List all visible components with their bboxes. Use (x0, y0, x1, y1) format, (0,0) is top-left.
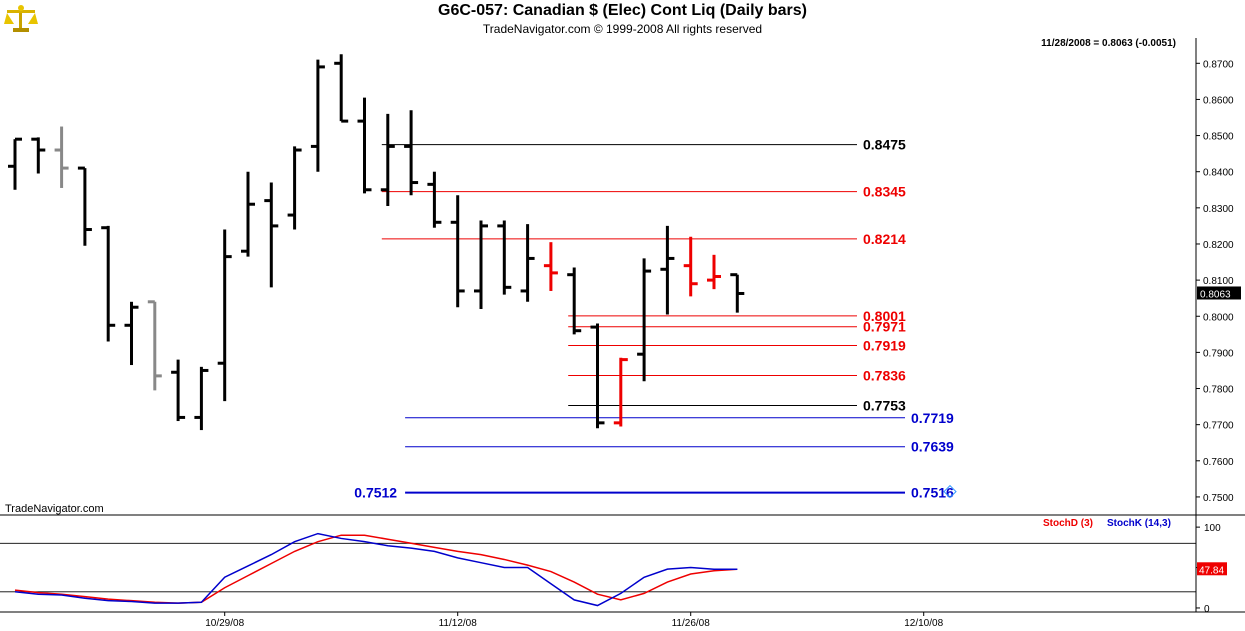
ohlc-bar (637, 258, 652, 382)
ohlc-bar (310, 59, 325, 172)
x-tick-label: 11/12/08 (439, 618, 478, 629)
ohlc-bar (520, 224, 535, 302)
level-label: 0.7836 (863, 368, 906, 384)
x-tick-label: 11/26/08 (672, 618, 711, 629)
y-tick-label: 0.8400 (1203, 168, 1234, 179)
indicator-y-label: 0 (1204, 604, 1210, 615)
last-price-label: 0.8063 (1200, 289, 1231, 300)
level-label: 0.7639 (911, 439, 954, 455)
diamond-marker-icon (943, 484, 957, 499)
ohlc-bar (334, 54, 349, 123)
ohlc-bar (427, 171, 442, 228)
stoch-d-legend: StochD (3) (1043, 518, 1093, 529)
level-left-label: 0.7512 (354, 485, 397, 501)
y-tick-label: 0.7800 (1203, 385, 1234, 396)
ohlc-bar (497, 220, 512, 295)
y-tick-label: 0.7600 (1203, 457, 1234, 468)
ohlc-bar (31, 137, 46, 174)
ohlc-bar (730, 273, 745, 313)
level-label: 0.7516 (911, 485, 954, 501)
ohlc-bar (683, 236, 698, 297)
y-tick-label: 0.8300 (1203, 204, 1234, 215)
y-tick-label: 0.8100 (1203, 276, 1234, 287)
ohlc-bar (217, 229, 232, 402)
y-tick-label: 0.8500 (1203, 132, 1234, 143)
ohlc-bar (380, 113, 395, 207)
indicator-value-tag (1197, 562, 1227, 576)
stoch-series-line (14, 534, 738, 604)
ohlc-bar (613, 357, 628, 427)
y-tick-label: 0.8000 (1203, 312, 1234, 323)
ohlc-bar (567, 267, 582, 335)
ohlc-bar (194, 366, 209, 431)
ohlc-bar (147, 300, 162, 391)
stoch-k-legend: StochK (14,3) (1107, 518, 1171, 529)
level-label: 0.8001 (863, 308, 906, 324)
ohlc-bar (474, 220, 488, 310)
ohlc-bar (124, 301, 139, 366)
ohlc-bar (264, 182, 279, 288)
level-label: 0.7719 (911, 410, 954, 426)
ohlc-bar (404, 110, 419, 196)
indicator-y-label: 100 (1204, 523, 1221, 534)
ohlc-bar (77, 166, 92, 246)
y-tick-label: 0.8600 (1203, 95, 1234, 106)
y-tick-label: 0.7700 (1203, 421, 1234, 432)
scales-logo-icon (4, 5, 38, 32)
ohlc-bar (357, 97, 372, 194)
level-label: 0.7971 (863, 319, 906, 335)
x-tick-label: 12/10/08 (904, 618, 943, 629)
ohlc-bar (101, 225, 116, 342)
chart-subtitle: TradeNavigator.com © 1999-2008 All right… (482, 22, 763, 36)
y-tick-label: 0.7900 (1203, 348, 1234, 359)
ohlc-bar (590, 323, 605, 429)
last-price-tag (1197, 286, 1241, 300)
level-label: 0.7919 (863, 338, 906, 354)
level-label: 0.8214 (863, 231, 906, 247)
ohlc-bar (171, 359, 186, 422)
level-label: 0.8345 (863, 184, 906, 200)
ohlc-bar (660, 225, 675, 315)
ohlc-bar (8, 137, 22, 190)
level-label: 0.7753 (863, 398, 906, 414)
ohlc-bar (287, 146, 302, 230)
last-quote-readout: 11/28/2008 = 0.8063 (-0.0051) (1041, 38, 1176, 49)
x-tick-label: 10/29/08 (205, 618, 244, 629)
y-tick-label: 0.7500 (1203, 493, 1234, 504)
stoch-series-line (14, 532, 738, 607)
ohlc-bar (707, 254, 721, 290)
ohlc-bar (543, 242, 558, 291)
watermark-text: TradeNavigator.com (5, 503, 104, 515)
ohlc-bar (54, 126, 69, 188)
indicator-value-label: 47.84 (1199, 565, 1224, 576)
chart-title: G6C-057: Canadian $ (Elec) Cont Liq (Dai… (438, 2, 807, 19)
ohlc-bar (241, 171, 255, 257)
level-label: 0.8475 (863, 137, 906, 153)
y-tick-label: 0.8200 (1203, 240, 1234, 251)
y-tick-label: 0.8700 (1203, 59, 1234, 70)
ohlc-bar (450, 195, 465, 308)
